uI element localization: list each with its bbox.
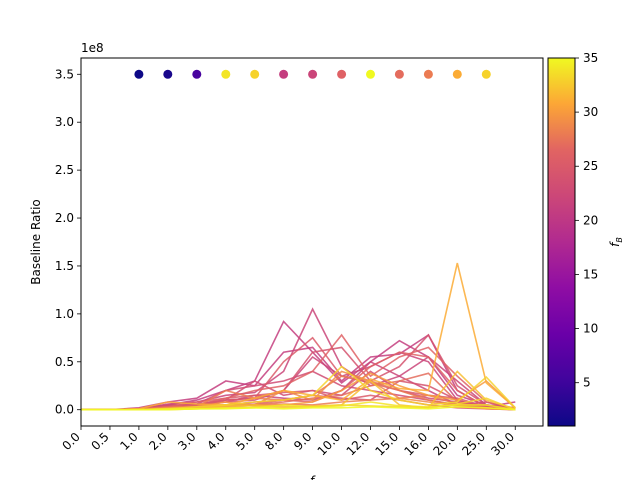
marker-point-9.0	[308, 69, 318, 79]
colorbar	[547, 57, 576, 427]
colorbar-label-main: f	[608, 241, 622, 247]
x-tick-label: 8.0	[262, 430, 285, 453]
y-axis: 0.0 0.5 1.0 1.5 2.0 2.5 3.0 3.5	[55, 67, 81, 417]
marker-point-10.0	[337, 69, 347, 79]
marker-point-20.0	[452, 69, 462, 79]
y-tick-label: 0.0	[55, 403, 74, 417]
y-tick-label: 1.5	[55, 259, 74, 273]
colorbar-ticks: 5 10 15 20 25 30 35	[575, 51, 598, 390]
y-offset-label: 1e8	[81, 41, 104, 55]
series-line-19	[81, 262, 516, 411]
marker-point-4.0	[221, 69, 231, 79]
marker-point-15.0	[394, 69, 404, 79]
colorbar-tick-label: 5	[583, 376, 591, 390]
colorbar-label: fB	[608, 237, 624, 247]
y-tick-label: 1.0	[55, 307, 74, 321]
x-axis-label: f	[310, 474, 316, 480]
plot-frame	[80, 57, 544, 427]
y-tick-label: 0.5	[55, 355, 74, 369]
colorbar-tick-label: 15	[583, 267, 598, 281]
colorbar-tick-label: 25	[583, 159, 598, 173]
colorbar-tick-label: 10	[583, 322, 598, 336]
series-line-14	[81, 372, 516, 411]
colorbar-tick-label: 30	[583, 105, 598, 119]
y-axis-label: Baseline Ratio	[29, 199, 43, 285]
x-tick-label: 0.0	[59, 430, 82, 453]
marker-point-12.0	[366, 69, 375, 79]
marker-point-3.0	[192, 69, 202, 79]
x-tick-label: 5.0	[233, 430, 256, 453]
y-tick-label: 3.5	[55, 67, 74, 81]
x-tick-label: 20.0	[430, 430, 459, 459]
y-tick-label: 2.0	[55, 211, 74, 225]
x-tick-label: 9.0	[291, 430, 314, 453]
series-line-24	[81, 405, 516, 411]
marker-point-8.0	[279, 69, 289, 79]
marker-point-1.0	[134, 69, 144, 79]
x-tick-label: 1.0	[117, 430, 140, 453]
plot-area	[81, 58, 543, 426]
x-tick-label: 2.0	[146, 430, 169, 453]
x-tick-label: 16.0	[401, 430, 430, 459]
marker-point-16.0	[423, 69, 433, 79]
marker-point-2.0	[163, 69, 173, 79]
series-layer	[81, 262, 516, 411]
x-tick-label: 30.0	[488, 430, 517, 459]
y-tick-label: 3.0	[55, 115, 74, 129]
x-tick-label: 25.0	[459, 430, 488, 459]
colorbar-tick-label: 35	[583, 51, 598, 65]
colorbar-tick-label: 20	[583, 213, 598, 227]
y-tick-label: 2.5	[55, 163, 74, 177]
x-axis: 0.0 0.5 1.0 2.0 3.0 4.0 5.0 8.0 9.0 10.0 12.0 15.0 1…	[59, 426, 517, 458]
x-tick-label: 12.0	[344, 430, 373, 459]
marker-layer	[134, 69, 491, 79]
x-tick-label: 3.0	[175, 430, 198, 453]
x-tick-label: 10.0	[315, 430, 344, 459]
x-tick-label: 0.5	[88, 430, 111, 453]
marker-point-25.0	[481, 69, 491, 79]
x-tick-label: 15.0	[373, 430, 402, 459]
x-tick-label: 4.0	[204, 430, 227, 453]
colorbar-label-sub: B	[615, 237, 624, 243]
marker-point-5.0	[250, 69, 260, 79]
